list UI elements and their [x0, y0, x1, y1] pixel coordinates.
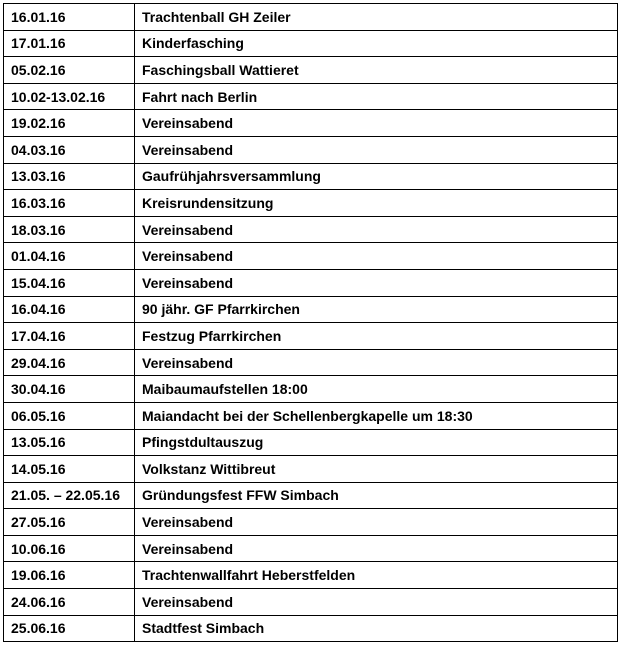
date-cell: 25.06.16 [3, 614, 135, 643]
date-cell: 16.04.16 [3, 295, 135, 324]
table-row: 21.05. – 22.05.16 Gründungsfest FFW Simba… [3, 481, 618, 510]
date-cell: 30.04.16 [3, 375, 135, 403]
event-cell: Vereinsabend [134, 135, 618, 164]
event-cell: Gaufrühjahrsversammlung [134, 162, 618, 191]
table-row: 17.01.16 Kinderfasching [3, 29, 618, 58]
event-cell: Kinderfasching [134, 29, 618, 58]
date-cell: 15.04.16 [3, 268, 135, 297]
event-cell: Vereinsabend [134, 534, 618, 563]
date-cell: 13.03.16 [3, 162, 135, 191]
event-cell: Trachtenball GH Zeiler [134, 3, 618, 31]
table-row: 18.03.16 Vereinsabend [3, 215, 618, 244]
table-row: 15.04.16 Vereinsabend [3, 268, 618, 297]
event-cell: Maibaumaufstellen 18:00 [134, 375, 618, 403]
date-cell: 05.02.16 [3, 56, 135, 84]
table-row: 25.06.16 Stadtfest Simbach [3, 614, 618, 643]
table-row: 16.04.16 90 jähr. GF Pfarrkirchen [3, 295, 618, 324]
table-row: 30.04.16 Maibaumaufstellen 18:00 [3, 375, 618, 403]
event-cell: Faschingsball Wattieret [134, 56, 618, 84]
table-row: 05.02.16 Faschingsball Wattieret [3, 56, 618, 84]
date-cell: 10.02-13.02.16 [3, 82, 135, 111]
table-row: 06.05.16 Maiandacht bei der Schellenbergk… [3, 401, 618, 430]
event-cell: Volkstanz Wittibreut [134, 455, 618, 483]
event-cell: Vereinsabend [134, 348, 618, 377]
date-cell: 16.03.16 [3, 189, 135, 217]
date-cell: 27.05.16 [3, 508, 135, 536]
table-row: 29.04.16 Vereinsabend [3, 348, 618, 377]
date-cell: 06.05.16 [3, 401, 135, 430]
date-cell: 21.05. – 22.05.16 [3, 481, 135, 510]
date-cell: 19.02.16 [3, 109, 135, 137]
table-row: 13.05.16 Pfingstdultauszug [3, 428, 618, 457]
date-cell: 13.05.16 [3, 428, 135, 457]
event-cell: Vereinsabend [134, 215, 618, 244]
event-schedule-table: 16.01.16 Trachtenball GH Zeiler 17.01.16 Ki… [3, 3, 618, 643]
event-cell: 90 jähr. GF Pfarrkirchen [134, 295, 618, 324]
table-row: 10.02-13.02.16 Fahrt nach Berlin [3, 82, 618, 111]
table-row: 19.06.16 Trachtenwallfahrt Heberstfelden [3, 561, 618, 590]
event-cell: Kreisrundensitzung [134, 189, 618, 217]
event-cell: Vereinsabend [134, 508, 618, 536]
date-cell: 16.01.16 [3, 3, 135, 31]
event-cell: Vereinsabend [134, 242, 618, 270]
table-row: 13.03.16 Gaufrühjahrsversammlung [3, 162, 618, 191]
event-cell: Vereinsabend [134, 588, 618, 616]
date-cell: 18.03.16 [3, 215, 135, 244]
event-cell: Stadtfest Simbach [134, 614, 618, 643]
table-row: 16.03.16 Kreisrundensitzung [3, 189, 618, 217]
table-row: 01.04.16 Vereinsabend [3, 242, 618, 270]
table-row: 17.04.16 Festzug Pfarrkirchen [3, 322, 618, 350]
table-row: 14.05.16 Volkstanz Wittibreut [3, 455, 618, 483]
event-cell: Fahrt nach Berlin [134, 82, 618, 111]
table-body: 16.01.16 Trachtenball GH Zeiler 17.01.16 Ki… [3, 3, 618, 643]
event-cell: Gründungsfest FFW Simbach [134, 481, 618, 510]
table-row: 27.05.16 Vereinsabend [3, 508, 618, 536]
date-cell: 24.06.16 [3, 588, 135, 616]
event-cell: Vereinsabend [134, 109, 618, 137]
table-row: 10.06.16 Vereinsabend [3, 534, 618, 563]
table-row: 04.03.16 Vereinsabend [3, 135, 618, 164]
event-cell: Pfingstdultauszug [134, 428, 618, 457]
date-cell: 17.01.16 [3, 29, 135, 58]
event-cell: Trachtenwallfahrt Heberstfelden [134, 561, 618, 590]
date-cell: 10.06.16 [3, 534, 135, 563]
date-cell: 14.05.16 [3, 455, 135, 483]
table-row: 24.06.16 Vereinsabend [3, 588, 618, 616]
table-row: 19.02.16 Vereinsabend [3, 109, 618, 137]
event-cell: Vereinsabend [134, 268, 618, 297]
date-cell: 04.03.16 [3, 135, 135, 164]
event-cell: Festzug Pfarrkirchen [134, 322, 618, 350]
date-cell: 17.04.16 [3, 322, 135, 350]
event-cell: Maiandacht bei der Schellenbergkapelle u… [134, 401, 618, 430]
date-cell: 19.06.16 [3, 561, 135, 590]
date-cell: 29.04.16 [3, 348, 135, 377]
table-row: 16.01.16 Trachtenball GH Zeiler [3, 3, 618, 31]
date-cell: 01.04.16 [3, 242, 135, 270]
